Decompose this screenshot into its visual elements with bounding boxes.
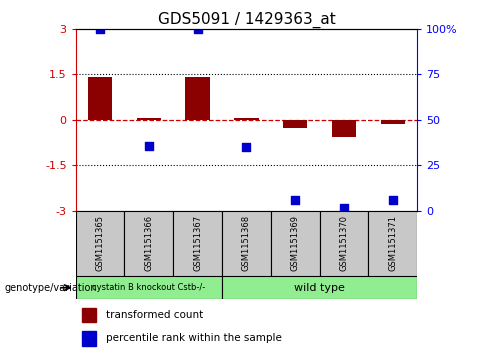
Point xyxy=(145,143,153,148)
Point xyxy=(243,144,250,150)
Point xyxy=(389,197,397,203)
Text: wild type: wild type xyxy=(294,283,345,293)
Point xyxy=(96,26,104,32)
Bar xyxy=(222,211,271,276)
Text: GSM1151369: GSM1151369 xyxy=(291,215,300,271)
Text: GSM1151367: GSM1151367 xyxy=(193,215,202,271)
Text: percentile rank within the sample: percentile rank within the sample xyxy=(106,334,282,343)
Bar xyxy=(173,211,222,276)
Bar xyxy=(381,120,405,124)
Bar xyxy=(222,276,417,299)
Bar xyxy=(368,211,417,276)
Bar xyxy=(320,211,368,276)
Bar xyxy=(283,120,307,128)
Text: GSM1151371: GSM1151371 xyxy=(388,215,397,271)
Text: GSM1151368: GSM1151368 xyxy=(242,215,251,271)
Bar xyxy=(332,120,356,137)
Bar xyxy=(76,211,124,276)
Bar xyxy=(82,331,96,346)
Bar xyxy=(234,118,259,120)
Point xyxy=(194,26,202,32)
Bar xyxy=(185,77,210,120)
Text: GSM1151365: GSM1151365 xyxy=(96,215,104,271)
Bar xyxy=(82,308,96,322)
Text: transformed count: transformed count xyxy=(106,310,203,320)
Bar xyxy=(124,211,173,276)
Text: GSM1151366: GSM1151366 xyxy=(144,215,153,271)
Title: GDS5091 / 1429363_at: GDS5091 / 1429363_at xyxy=(158,12,335,28)
Point xyxy=(291,197,299,203)
Bar xyxy=(76,276,222,299)
Text: cystatin B knockout Cstb-/-: cystatin B knockout Cstb-/- xyxy=(92,283,205,292)
Bar xyxy=(88,77,112,120)
Bar xyxy=(271,211,320,276)
Bar xyxy=(137,118,161,120)
Point xyxy=(340,205,348,211)
Text: genotype/variation: genotype/variation xyxy=(5,283,98,293)
Text: GSM1151370: GSM1151370 xyxy=(340,215,348,271)
